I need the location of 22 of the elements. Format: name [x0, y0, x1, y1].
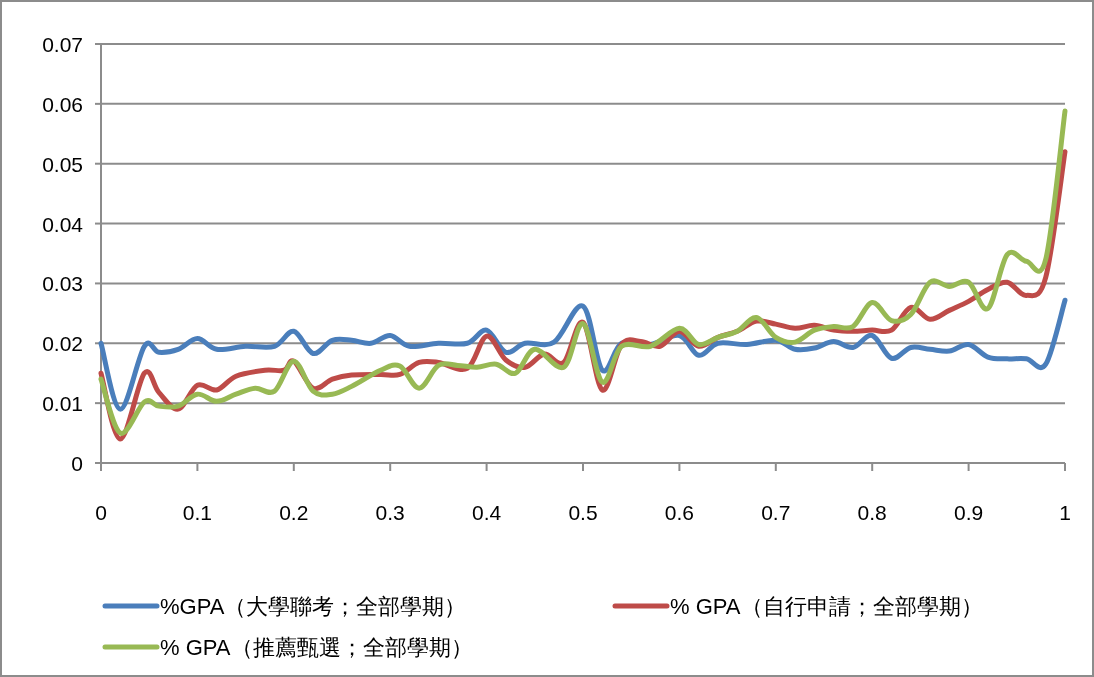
x-tick-label: 0.8: [857, 501, 887, 524]
y-tick-label: 0.06: [42, 92, 83, 116]
y-tick-label: 0.03: [42, 272, 83, 296]
y-tick-label: 0: [71, 452, 83, 475]
legend-label: %GPA（大學聯考；全部學期）: [160, 594, 467, 619]
y-tick-label: 0.07: [42, 33, 83, 56]
x-tick-label: 0: [95, 501, 107, 524]
x-tick-label: 0.5: [568, 501, 598, 524]
x-tick-label: 0.2: [279, 501, 309, 524]
y-tick-label: 0.04: [42, 212, 84, 236]
y-tick-label: 0.05: [42, 152, 83, 176]
x-tick-label: 0.1: [182, 501, 212, 524]
y-tick-label: 0.02: [42, 332, 83, 356]
x-tick-label: 0.9: [954, 501, 984, 524]
y-tick-label: 0.01: [42, 392, 83, 416]
legend-label: % GPA（自行申請；全部學期）: [670, 594, 983, 619]
x-tick-label: 0.7: [761, 501, 791, 524]
x-tick-label: 0.3: [375, 501, 405, 524]
x-tick-label: 0.6: [664, 501, 694, 524]
legend-label: % GPA（推薦甄選；全部學期）: [160, 635, 473, 660]
x-tick-label: 0.4: [472, 501, 502, 524]
x-tick-label: 1: [1059, 501, 1071, 524]
